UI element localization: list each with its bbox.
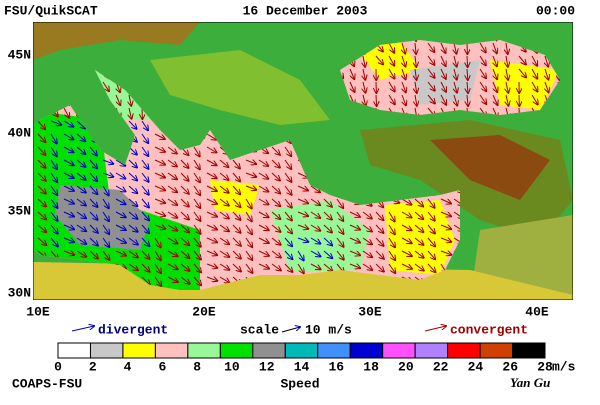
colorbar-tick: 4 <box>124 359 132 374</box>
lon-label: 10E <box>26 304 50 319</box>
color-swatch <box>188 343 220 358</box>
colorbar-tick: 10 <box>224 359 240 374</box>
color-swatch <box>383 343 415 358</box>
scale-arrow <box>282 327 300 332</box>
colorbar-tick: 24 <box>468 359 484 374</box>
convergent-label: convergent <box>450 322 528 337</box>
wind-arrow <box>467 56 468 67</box>
color-swatch <box>155 343 187 358</box>
lat-label: 30N <box>8 285 31 300</box>
date-title: 16 December 2003 <box>243 3 368 18</box>
divergent-label: divergent <box>98 322 168 337</box>
colorbar-tick: 20 <box>398 359 414 374</box>
scale-label: scale <box>240 322 279 337</box>
map <box>33 22 573 300</box>
color-swatch <box>90 343 122 358</box>
colorbar-tick: 28 <box>537 359 553 374</box>
lon-label: 40E <box>525 304 549 319</box>
colorbar-tick: 12 <box>259 359 275 374</box>
colorbar-tick: 16 <box>328 359 344 374</box>
source-title: FSU/QuikSCAT <box>4 3 98 18</box>
lat-label: 35N <box>8 203 31 218</box>
color-swatch <box>253 343 285 358</box>
lat-labels: 45N 40N 35N 30N <box>8 47 31 300</box>
color-swatch <box>285 343 317 358</box>
colorbar-tick: 22 <box>433 359 449 374</box>
color-swatch <box>480 343 512 358</box>
color-swatch <box>350 343 382 358</box>
colorbar-label: Speed <box>280 376 319 391</box>
divergent-arrow <box>72 326 94 331</box>
color-swatch <box>318 343 350 358</box>
color-swatch <box>415 343 447 358</box>
color-swatch <box>448 343 480 358</box>
lon-label: 20E <box>192 304 216 319</box>
colorbar-tick: 2 <box>89 359 97 374</box>
colorbar-unit: m/s <box>552 359 576 374</box>
lon-label: 30E <box>358 304 382 319</box>
colorbar-tick: 26 <box>502 359 518 374</box>
color-swatch <box>513 343 545 358</box>
lat-label: 45N <box>8 47 31 62</box>
lon-labels: 10E 20E 30E 40E <box>26 304 549 319</box>
convergent-arrow <box>425 326 446 331</box>
color-swatch <box>123 343 155 358</box>
org-label: COAPS-FSU <box>12 376 82 391</box>
colorbar-tick: 0 <box>54 359 62 374</box>
scale-value: 10 m/s <box>305 322 352 337</box>
color-swatch <box>58 343 90 358</box>
lat-label: 40N <box>8 125 31 140</box>
colorbar-tick: 14 <box>294 359 310 374</box>
colorbar-tick: 8 <box>193 359 201 374</box>
colorbar-tick: 18 <box>363 359 379 374</box>
color-swatch <box>220 343 252 358</box>
wind-arrow <box>376 95 377 106</box>
colorbar-tick: 6 <box>158 359 166 374</box>
time-title: 00:00 <box>536 3 575 18</box>
author-label: Yan Gu <box>510 375 550 390</box>
